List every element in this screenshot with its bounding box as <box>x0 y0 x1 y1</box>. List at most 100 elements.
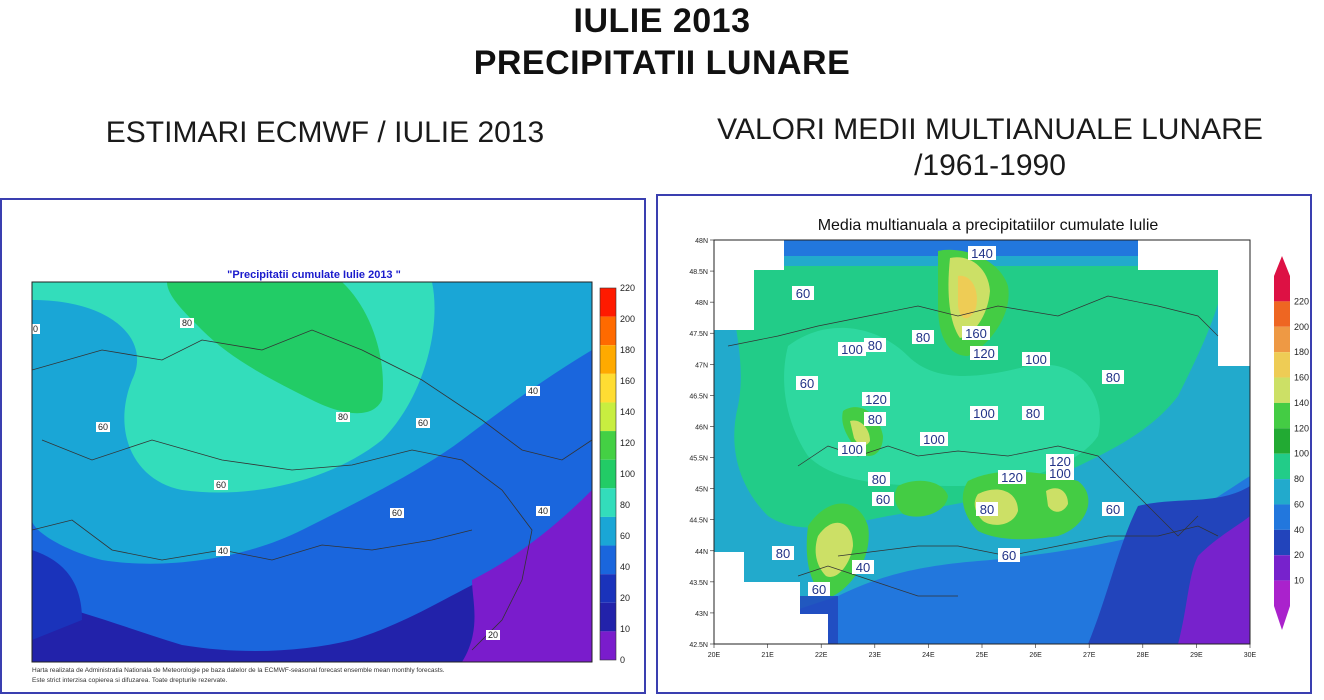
colorbar-swatch <box>1274 402 1290 429</box>
colorbar-swatch <box>600 402 616 432</box>
colorbar-tick: 10 <box>620 624 630 634</box>
longitude-tick: 26E <box>1029 652 1042 659</box>
colorbar-tick: 140 <box>1294 398 1309 408</box>
colorbar-swatch <box>1274 377 1290 403</box>
colorbar-tick: 220 <box>1294 296 1309 306</box>
colorbar-swatch <box>1274 352 1290 378</box>
longitude-tick: 21E <box>761 652 774 659</box>
latitude-tick: 48N <box>695 238 708 245</box>
colorbar-swatch <box>1274 580 1290 606</box>
latitude-tick: 48.5N <box>689 269 708 276</box>
colorbar-swatch <box>600 459 616 489</box>
colorbar-swatch <box>1274 453 1290 480</box>
colorbar-tick: 10 <box>1294 576 1304 586</box>
colorbar-tick: 60 <box>1294 499 1304 509</box>
longitude-tick: 22E <box>815 652 828 659</box>
main-title-line-2: PRECIPITATII LUNARE <box>473 44 851 82</box>
colorbar-swatch <box>600 288 616 317</box>
colorbar-swatch <box>1274 479 1290 505</box>
climatology-contour-labels: 140 160 120 100 100 80 80 60 60 120 80 8… <box>772 246 1124 597</box>
longitude-tick: 20E <box>708 652 721 659</box>
colorbar-tick: 120 <box>1294 423 1309 433</box>
latitude-tick: 42.5N <box>689 642 708 649</box>
colorbar-tick: 200 <box>1294 322 1309 332</box>
colorbar-swatch <box>1274 428 1290 454</box>
colorbar-swatch <box>1274 529 1290 556</box>
longitude-axis: 20E 21E 22E 23E 24E 25E 26E 27E 28E 29E 30E <box>708 644 1257 659</box>
latitude-tick: 47.5N <box>689 331 708 338</box>
ecmwf-footer-line-1: Harta realizata de Administratia Nationa… <box>32 667 445 674</box>
right-subtitle-line-2: /1961-1990 <box>914 149 1066 182</box>
colorbar-tick: 160 <box>620 376 635 386</box>
colorbar-tick: 180 <box>1294 347 1309 357</box>
climatology-map: Media multianuala a precipitatiilor cumu… <box>689 217 1309 659</box>
colorbar-swatch <box>1274 504 1290 530</box>
contour-label: 40 <box>538 506 548 516</box>
colorbar-tick: 80 <box>1294 474 1304 484</box>
ecmwf-map-title: "Precipitatii cumulate Iulie 2013 " <box>227 269 401 281</box>
contour-label: 100 <box>923 432 945 447</box>
climatology-map-field <box>714 240 1250 644</box>
contour-label: 100 <box>841 342 863 357</box>
longitude-tick: 25E <box>976 652 989 659</box>
latitude-tick: 44.5N <box>689 518 708 525</box>
contour-label: 80 <box>872 472 886 487</box>
colorbar-tick: 160 <box>1294 373 1309 383</box>
latitude-axis: 48N 48.5N 48N 47.5N 47N 46.5N 46N 45.5N 45N 44.5N… <box>689 238 714 649</box>
colorbar-swatch <box>600 602 616 632</box>
colorbar-tick: 100 <box>620 469 635 479</box>
colorbar-tick: 40 <box>1294 525 1304 535</box>
colorbar-tick: 200 <box>620 314 635 324</box>
left-subtitle: ESTIMARI ECMWF / IULIE 2013 <box>105 116 545 149</box>
contour-label: 60 <box>800 376 814 391</box>
longitude-tick: 30E <box>1244 652 1257 659</box>
contour-label: 140 <box>971 246 993 261</box>
main-title-line-1: IULIE 2013 <box>573 2 751 40</box>
contour-label: 60 <box>1106 502 1120 517</box>
contour-label: 120 <box>865 392 887 407</box>
contour-label: 60 <box>796 286 810 301</box>
colorbar-tick: 100 <box>1294 449 1309 459</box>
colorbar-tick: 0 <box>620 655 625 665</box>
ecmwf-footer-line-2: Este strict interzisa copierea si difuza… <box>32 677 228 684</box>
contour-label: 40 <box>528 386 538 396</box>
colorbar-swatch <box>600 545 616 575</box>
colorbar-tick: 140 <box>620 407 635 417</box>
contour-label: 60 <box>98 422 108 432</box>
ecmwf-contour-labels: 80 80 80 60 60 60 60 40 40 40 20 <box>28 318 550 640</box>
latitude-tick: 45N <box>695 487 708 494</box>
right-subtitle-line-1: VALORI MEDII MULTIANUALE LUNARE <box>717 113 1263 146</box>
colorbar-swatch <box>600 345 616 374</box>
colorbar-swatch <box>1274 276 1290 302</box>
contour-label: 60 <box>216 480 226 490</box>
longitude-tick: 28E <box>1137 652 1150 659</box>
colorbar-swatch <box>600 516 616 546</box>
colorbar-tick: 20 <box>1294 550 1304 560</box>
latitude-tick: 44N <box>695 549 708 556</box>
longitude-tick: 23E <box>869 652 882 659</box>
contour-label: 80 <box>28 324 38 334</box>
ecmwf-map-panel: "Precipitatii cumulate Iulie 2013 " 80 8… <box>0 198 646 694</box>
colorbar-tick: 120 <box>620 438 635 448</box>
contour-label: 60 <box>1002 548 1016 563</box>
colorbar-swatch <box>600 488 616 517</box>
colorbar-tick: 40 <box>620 562 630 572</box>
contour-label: 60 <box>418 418 428 428</box>
ecmwf-map: "Precipitatii cumulate Iulie 2013 " 80 8… <box>28 269 635 684</box>
contour-label: 120 <box>1049 454 1071 469</box>
contour-label: 80 <box>1106 370 1120 385</box>
climatology-colorbar: 220 200 180 160 140 120 100 80 60 40 20 10 <box>1274 256 1309 630</box>
contour-label: 100 <box>1025 352 1047 367</box>
right-subtitle: VALORI MEDII MULTIANUALE LUNARE /1961-19… <box>660 112 1320 184</box>
contour-label: 160 <box>965 326 987 341</box>
climatology-map-title: Media multianuala a precipitatiilor cumu… <box>818 217 1159 234</box>
contour-label: 80 <box>776 546 790 561</box>
contour-label: 100 <box>1049 466 1071 481</box>
contour-label: 120 <box>1001 470 1023 485</box>
contour-label: 80 <box>868 412 882 427</box>
colorbar-swatch <box>600 431 616 460</box>
contour-label: 40 <box>218 546 228 556</box>
contour-label: 20 <box>488 630 498 640</box>
colorbar-swatch <box>1274 326 1290 353</box>
